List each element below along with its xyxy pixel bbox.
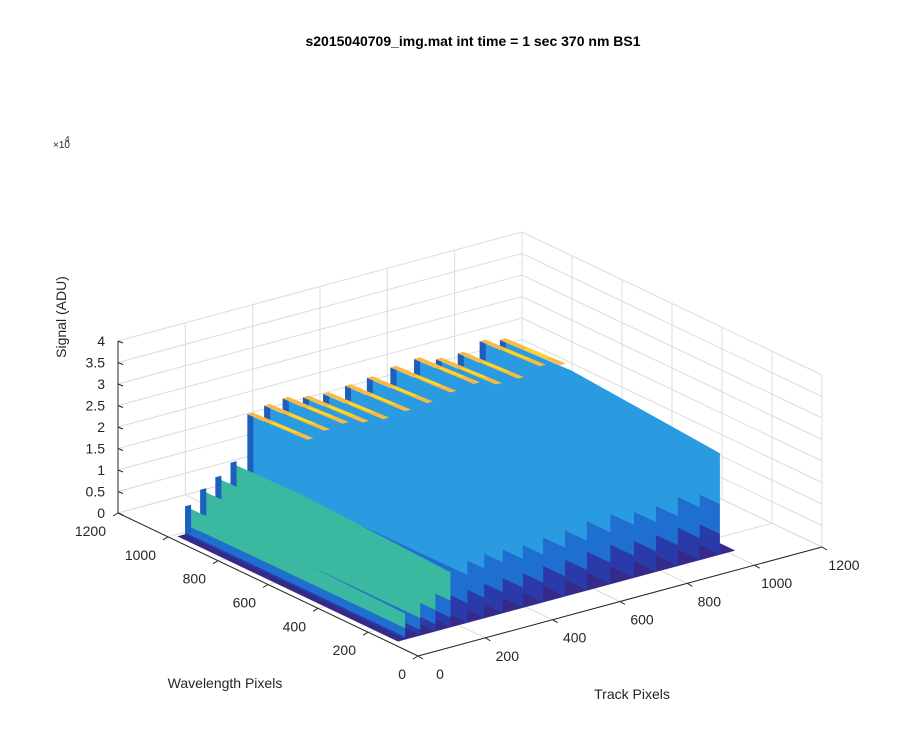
x-tick-mark [754,564,760,569]
z-axis-label: Signal (ADU) [53,276,69,358]
z-exponent-base: ×10 [53,140,70,151]
z-tick-label: 1.5 [86,441,106,457]
fiber-peak-highlight [288,414,316,424]
fiber-peak-highlight [326,405,354,416]
fiber-peak-highlight [523,348,551,359]
fiber-peak-highlight [459,367,487,378]
z-tick-label: 3.5 [86,355,106,371]
fiber-peak-highlight [414,375,442,386]
z-tick-mark [117,405,124,408]
x-tick-label: 1200 [828,557,859,573]
y-tick-mark [162,536,169,541]
z-tick-label: 0 [97,505,105,521]
y-tick-mark [262,584,269,588]
chart-title: s2015040709_img.mat int time = 1 sec 370… [305,33,640,49]
surface-plot [177,338,736,642]
x-tick-label: 200 [496,648,520,664]
x-tick-label: 1000 [761,575,792,591]
fiber-peak-highlight [369,394,396,405]
fiber-side [185,504,192,535]
tick-labels: 0200400600800100012000200400600800100012… [75,333,860,682]
fiber-top [215,477,436,610]
x-tick-label: 600 [630,612,654,628]
fiber-peak-highlight [438,367,465,377]
fiber-base [185,532,406,640]
y-tick-label: 200 [333,642,357,658]
y-tick-label: 1000 [125,547,156,563]
z-tick-mark [117,362,124,365]
x-tick-label: 0 [436,666,444,682]
fiber-peak-highlight [481,361,509,372]
fiber-peak-highlight [347,402,375,413]
y-tick-mark [212,560,219,565]
y-tick-label: 600 [233,595,257,611]
fiber-peak-highlight [503,349,531,360]
axes [112,340,828,660]
z-tick-label: 0.5 [86,484,106,500]
z-exponent-label: ×10 4 [53,135,70,151]
y-tick-mark [412,655,419,660]
z-tick-mark [117,383,124,387]
z-tick-mark [117,426,124,430]
x-tick-mark [821,546,828,551]
z-tick-label: 2.5 [86,398,106,414]
z-tick-mark [117,448,124,451]
y-tick-label: 800 [183,571,207,587]
y-tick-mark [112,512,119,517]
z-tick-label: 3 [97,376,105,392]
x-tick-label: 800 [698,593,722,609]
x-tick-mark [552,619,558,624]
x-tick-mark [619,601,626,605]
fiber-top [200,489,421,619]
z-tick-mark [117,491,124,494]
z-tick-mark [117,340,124,344]
z-tick-mark [117,469,124,473]
y-axis-label: Wavelength Pixels [168,675,283,691]
y-tick-label: 1200 [75,523,106,539]
x-tick-label: 400 [563,630,587,646]
z-tick-label: 2 [97,419,105,435]
fiber-mid [185,524,406,637]
fiber-peak-highlight [271,422,299,433]
fiber-peak-highlight [390,386,418,397]
x-axis-label: Track Pixels [594,686,670,702]
z-exponent-power: 4 [65,135,70,144]
z-tick-label: 4 [97,333,105,349]
y-tick-label: 0 [398,666,406,682]
y-tick-mark [362,631,369,636]
fiber-peak-highlight [306,406,334,417]
z-tick-label: 1 [97,462,105,478]
fiber-top [247,414,468,575]
x-tick-mark [485,637,491,642]
y-tick-mark [312,607,319,612]
x-tick-mark [417,655,424,660]
z-tick-mark [117,512,124,516]
y-tick-label: 400 [283,618,307,634]
x-tick-mark [687,582,693,587]
fiber-top [185,506,406,629]
